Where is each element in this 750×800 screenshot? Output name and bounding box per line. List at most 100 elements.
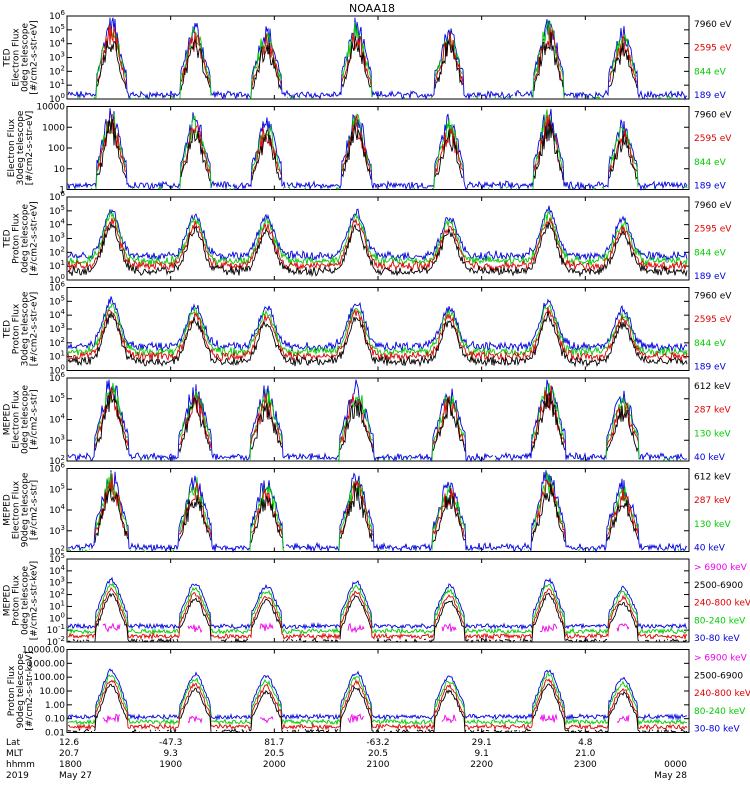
plot-frame — [66, 106, 690, 190]
panel-meped-electron-0deg: 102 103 104 105 106 MEPEDElectron Flux0deg te… — [3, 371, 732, 467]
y-tick-label: 105 — [49, 392, 65, 405]
y-tick-label: 106 — [49, 281, 65, 294]
series-trace — [68, 472, 687, 552]
y-tick-label: 105 — [49, 204, 65, 217]
legend-entry: 844 eV — [694, 248, 727, 258]
y-tick-label: 1000.00 — [28, 659, 65, 669]
y-tick-label: 103 — [49, 524, 65, 537]
series-trace — [94, 390, 639, 454]
series-trace — [67, 302, 688, 358]
y-axis-label: MEPEDElectron Flux0deg telescope[#/cm2-s… — [3, 385, 40, 455]
series-trace — [96, 118, 638, 182]
series-trace — [67, 672, 688, 726]
series-trace — [67, 587, 688, 641]
series-trace — [67, 470, 688, 553]
series-trace — [96, 32, 638, 91]
y-tick-label: 105 — [49, 552, 65, 565]
y-tick-label: 101 — [49, 259, 65, 272]
series-trace — [67, 379, 688, 463]
x-tick-label-mlt: 9.1 — [475, 749, 489, 759]
legend-entry: 2595 eV — [694, 44, 732, 54]
y-tick-label: 104 — [49, 218, 65, 231]
series-trace — [102, 622, 630, 634]
y-tick-label: 106 — [49, 190, 65, 203]
y-tick-label: 101 — [49, 78, 65, 91]
y-tick-label: 102 — [49, 588, 65, 601]
y-tick-label: 106 — [49, 9, 65, 22]
y-tick-label: 100 — [49, 364, 65, 377]
x-row-label: MLT — [6, 749, 24, 759]
series-trace — [102, 713, 630, 724]
legend-entry: 189 eV — [694, 182, 727, 192]
panel-meped-electron-90deg: 102 103 104 105 106 MEPEDElectron Flux90deg t… — [3, 462, 732, 558]
series-trace — [67, 678, 688, 731]
y-axis-label: Electron Flux30deg telescope[#/cm2-s-str… — [7, 110, 35, 185]
plot-frame — [66, 468, 690, 552]
y-axis-label: TEDProton Flux30deg telescope[#/cm2-s-st… — [3, 291, 40, 366]
x-row-label: hhmm — [6, 760, 35, 770]
series-trace — [67, 668, 687, 722]
y-tick-label: 104 — [49, 308, 65, 321]
x-tick-label-mlt: 20.5 — [368, 749, 388, 759]
series-trace — [78, 21, 681, 100]
y-tick-label: 103 — [49, 232, 65, 245]
series-trace — [67, 209, 688, 267]
x-tick-label-mlt: 20.7 — [59, 749, 79, 759]
y-tick-label: 102 — [49, 454, 65, 467]
legend-entry: 612 keV — [694, 382, 731, 392]
legend-entry: 2595 eV — [694, 225, 732, 235]
legend-entry: 7960 eV — [694, 201, 732, 211]
series-trace — [67, 220, 688, 278]
x-tick-label-lat: 12.6 — [59, 738, 79, 748]
x-tick-label-lat: -63.2 — [366, 738, 389, 748]
legend-entry: 189 eV — [694, 363, 727, 373]
series-trace — [67, 296, 688, 354]
x-tick-label-mlt: 20.5 — [264, 749, 284, 759]
legend-entry: 189 eV — [694, 91, 727, 101]
x-tick-label-date: May 27 — [59, 771, 92, 781]
plot-frame — [66, 558, 690, 643]
x-tick-label-date: May 28 — [654, 771, 687, 781]
panel-meped-proton-90deg: 0.01 0.10 1.00 10.00 100.00 1000.00 10000.00Pr… — [7, 646, 750, 739]
legend-entry: 80-240 keV — [694, 616, 746, 626]
y-tick-label: 103 — [49, 433, 65, 446]
x-tick-label-lat: 29.1 — [472, 738, 492, 748]
y-tick-label: 100 — [49, 273, 65, 286]
y-tick-label: 103 — [49, 322, 65, 335]
plot-frame — [66, 287, 690, 371]
series-trace — [67, 683, 688, 734]
y-tick-label: 105 — [49, 294, 65, 307]
legend-entry: 844 eV — [694, 67, 727, 77]
y-tick-label: 1.00 — [45, 701, 65, 711]
series-trace — [67, 307, 688, 363]
legend-entry: > 6900 keV — [694, 654, 748, 664]
legend-entry: 80-240 keV — [694, 707, 746, 717]
series-trace — [67, 217, 688, 272]
y-tick-label: 105 — [49, 23, 65, 36]
series-trace — [67, 205, 688, 262]
y-tick-label: 100 — [49, 611, 65, 624]
plot-frame — [66, 377, 690, 462]
x-row-label: 2019 — [6, 771, 29, 781]
series-trace — [67, 108, 688, 192]
x-tick-label-lat: 81.7 — [264, 738, 284, 748]
y-axis-label: TEDElectron Flux0deg telescope[#/cm2-s-s… — [3, 20, 40, 95]
x-tick-label-mlt: 9.3 — [164, 749, 178, 759]
y-tick-label: 104 — [49, 413, 65, 426]
series-trace — [73, 109, 688, 191]
legend-entry: 287 keV — [694, 406, 731, 416]
x-tick-label-hhmm: 1900 — [159, 760, 182, 770]
y-tick-label: 100 — [48, 144, 65, 154]
y-tick-label: 103 — [49, 51, 65, 64]
x-row-label: Lat — [6, 738, 21, 748]
series-trace — [67, 592, 688, 644]
x-tick-label-hhmm: 2200 — [470, 760, 493, 770]
x-tick-label-lat: 4.8 — [578, 738, 593, 748]
y-tick-label: 106 — [49, 462, 65, 475]
y-tick-label: 10 — [54, 165, 66, 175]
